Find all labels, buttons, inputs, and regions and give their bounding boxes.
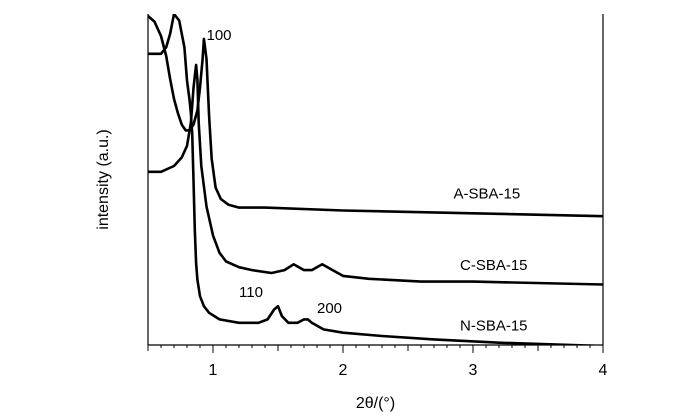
- series-line-a-sba-15: [148, 14, 603, 218]
- series-line-n-sba-15: [148, 14, 603, 345]
- series-label: N-SBA-15: [460, 317, 528, 334]
- x-tick-label: 4: [599, 362, 608, 379]
- axes: 1 2 3 4 2θ/(°) intensity (a.u.): [95, 14, 608, 412]
- series-label: C-SBA-15: [460, 257, 528, 274]
- x-axis-label: 2θ/(°): [356, 395, 395, 412]
- peak-index-label: 110: [239, 284, 263, 301]
- x-tick-label: 1: [209, 362, 218, 379]
- series-line-c-sba-15: [148, 63, 603, 286]
- series-label: A-SBA-15: [454, 186, 521, 203]
- y-axis-label: intensity (a.u.): [95, 129, 112, 229]
- peak-index-label: 100: [207, 27, 232, 44]
- x-tick-label: 3: [469, 362, 478, 379]
- peak-index-label: 200: [317, 300, 342, 317]
- series-group: [148, 14, 603, 345]
- x-tick-label: 2: [339, 362, 348, 379]
- labels-group: 100 110 200 A-SBA-15 C-SBA-15 N-SBA-15: [207, 27, 528, 334]
